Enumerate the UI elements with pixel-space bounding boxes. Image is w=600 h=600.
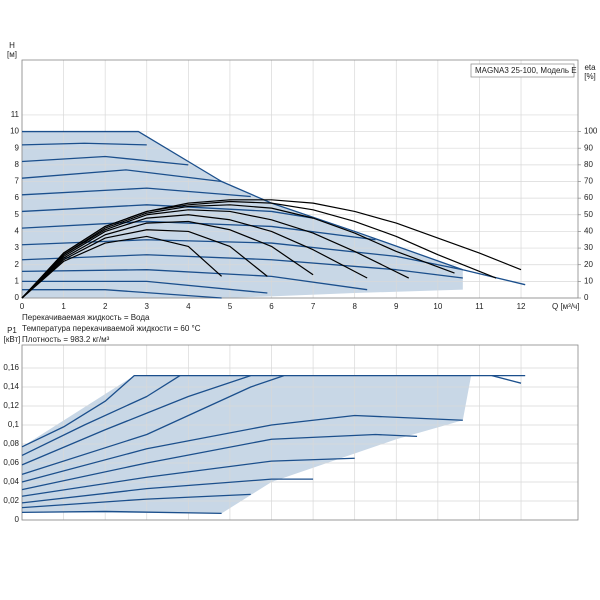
y-tick-label: 0: [15, 293, 20, 302]
y-axis-label: H: [9, 41, 15, 50]
note: Температура перекачиваемой жидкости = 60…: [22, 324, 201, 333]
note: Плотность = 983.2 кг/м³: [22, 335, 110, 344]
y-tick-label: 0,04: [3, 477, 19, 486]
y2-axis-unit: [%]: [584, 72, 596, 81]
performance-curve: [21, 220, 376, 241]
performance-curve: [21, 239, 463, 271]
x-tick-label: 10: [433, 302, 442, 311]
y2-tick-label: 10: [584, 276, 593, 285]
x-tick-label: 4: [186, 302, 191, 311]
y2-tick-label: 20: [584, 260, 593, 269]
performance-curve: [21, 414, 463, 483]
efficiency-curve: [21, 220, 314, 299]
plot-frame: [21, 59, 579, 299]
y-tick-label: 8: [15, 160, 20, 169]
x-tick-label: 1: [61, 302, 66, 311]
y-tick-label: 10: [10, 127, 19, 136]
performance-curve: [22, 280, 268, 294]
efficiency-curve: [21, 229, 268, 299]
y2-tick-label: 90: [584, 143, 593, 152]
x-tick-label: 12: [517, 302, 526, 311]
y2-tick-label: 40: [584, 227, 593, 236]
x-tick-label: 6: [269, 302, 274, 311]
efficiency-curve: [21, 235, 223, 299]
y-tick-label: 0,08: [3, 439, 19, 448]
y2-tick-label: 100: [584, 127, 598, 136]
y-axis-unit: [м]: [7, 50, 17, 59]
y-tick-label: 9: [15, 143, 20, 152]
performance-curve: [21, 254, 463, 279]
x-tick-label: 2: [103, 302, 108, 311]
y-tick-label: 4: [15, 227, 20, 236]
y-tick-label: 1: [15, 276, 20, 285]
y-tick-label: 0: [15, 515, 20, 524]
x-tick-label: 0: [20, 302, 25, 311]
y-tick-label: 6: [15, 193, 20, 202]
performance-curve: [21, 478, 314, 504]
y2-tick-label: 0: [584, 293, 589, 302]
performance-curve: [21, 375, 181, 456]
y-axis-label: P1: [7, 326, 17, 335]
y-tick-label: 0,1: [8, 420, 20, 429]
performance-curve: [21, 187, 251, 198]
performance-curve: [21, 269, 368, 291]
performance-curve: [21, 374, 526, 448]
y-axis-unit: [кВт]: [4, 335, 21, 344]
x-tick-label: 9: [394, 302, 399, 311]
y2-axis-label: eta: [584, 63, 596, 72]
y-tick-label: 7: [15, 177, 20, 186]
y-tick-label: 0,02: [3, 496, 19, 505]
y-tick-label: 0,16: [3, 363, 19, 372]
x-axis-label: Q [м³/ч]: [552, 302, 579, 311]
y-tick-label: 0,06: [3, 458, 19, 467]
performance-curve: [21, 155, 189, 166]
x-tick-label: 7: [311, 302, 316, 311]
performance-curve: [21, 493, 251, 509]
efficiency-curve: [21, 209, 410, 299]
performance-curve: [491, 374, 522, 384]
note: Перекачиваемая жидкость = Вода: [22, 313, 150, 322]
x-tick-label: 3: [145, 302, 150, 311]
performance-curve: [21, 204, 314, 219]
x-tick-label: 8: [352, 302, 357, 311]
efficiency-curve: [21, 200, 497, 299]
y-tick-label: 11: [11, 110, 20, 119]
performance-curve: [21, 374, 251, 466]
efficiency-curve: [21, 204, 455, 299]
efficiency-curve: [21, 214, 368, 299]
performance-curve: [21, 374, 285, 476]
y2-tick-label: 70: [584, 177, 593, 186]
y-tick-label: 0,14: [3, 382, 19, 391]
y2-tick-label: 30: [584, 243, 593, 252]
y-tick-label: 2: [15, 260, 20, 269]
y2-tick-label: 60: [584, 193, 593, 202]
plot-frame: [21, 344, 579, 521]
x-tick-label: 11: [475, 302, 484, 311]
y-tick-label: 5: [15, 210, 20, 219]
performance-curve: [21, 510, 222, 514]
performance-curve: [22, 289, 222, 299]
legend-box: [470, 63, 575, 78]
performance-curve: [21, 433, 418, 491]
y2-tick-label: 80: [584, 160, 593, 169]
y-tick-label: 0,12: [3, 401, 19, 410]
y2-tick-label: 50: [584, 210, 593, 219]
x-tick-label: 5: [228, 302, 233, 311]
performance-curve: [21, 457, 355, 497]
performance-curve: [21, 142, 147, 146]
legend-title: MAGNA3 25-100, Модель E: [475, 66, 577, 75]
y-tick-label: 3: [15, 243, 20, 252]
performance-curve: [21, 169, 222, 183]
